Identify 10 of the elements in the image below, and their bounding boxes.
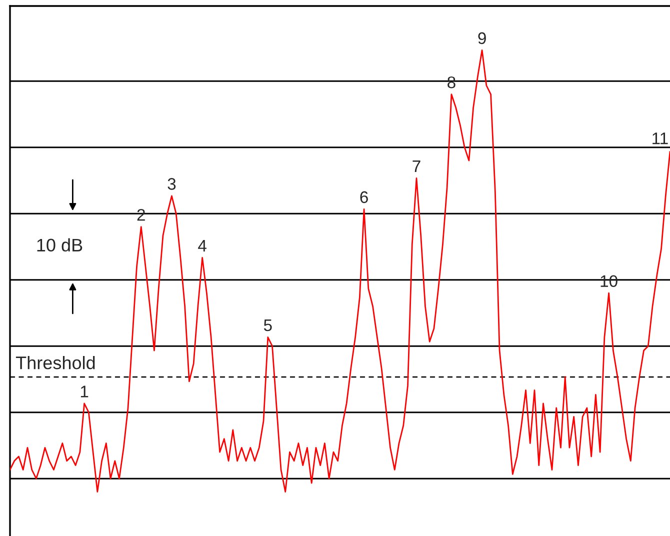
annotation: 1 <box>80 386 88 398</box>
annotation: 10 dB <box>37 238 82 252</box>
annotation: 5 <box>264 320 272 332</box>
ref-line-label: Threshold <box>16 356 95 370</box>
annotation: 9 <box>478 32 486 44</box>
annotation: 3 <box>168 178 176 190</box>
annotation: 11 <box>652 132 668 144</box>
annotation: 7 <box>412 160 420 172</box>
annotation: 6 <box>360 191 368 204</box>
annotation: 4 <box>198 240 206 252</box>
